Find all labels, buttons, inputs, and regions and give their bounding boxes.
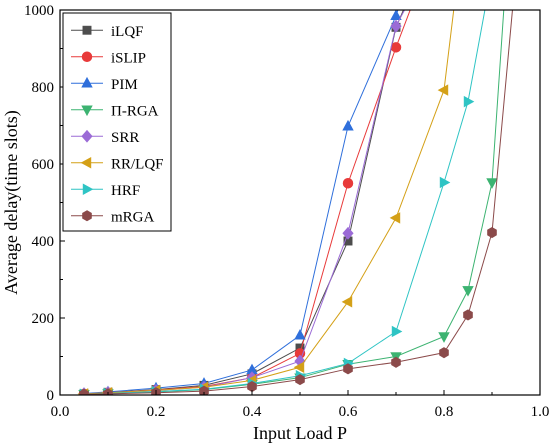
legend-marker	[81, 105, 93, 117]
data-point	[439, 347, 449, 359]
legend-label: RR/LQF	[111, 156, 164, 172]
data-point	[439, 176, 451, 189]
data-point	[486, 178, 498, 189]
legend-marker	[80, 157, 92, 169]
legend-item: iLQF	[71, 24, 144, 40]
data-point	[390, 19, 402, 33]
legend-marker	[81, 76, 93, 88]
y-axis-label: Average delay(time slots)	[1, 110, 22, 295]
data-point	[390, 10, 402, 20]
data-point	[390, 42, 402, 53]
data-point	[391, 325, 403, 338]
data-point	[389, 212, 401, 224]
legend-item: HRF	[71, 183, 140, 199]
x-tick-label: 0.0	[51, 404, 70, 420]
legend-marker	[82, 25, 92, 35]
x-tick-label: 0.2	[147, 404, 166, 420]
data-point	[294, 328, 306, 340]
data-point	[199, 385, 209, 395]
x-tick-label: 0.6	[339, 404, 358, 420]
legend-item: iSLIP	[71, 50, 146, 66]
data-point	[462, 286, 474, 297]
x-axis-label: Input Load P	[253, 423, 347, 443]
x-tick-label: 0.8	[435, 404, 454, 420]
data-point	[341, 296, 353, 308]
legend-item: PIM	[71, 77, 138, 93]
legend-label: Π-RGA	[111, 103, 159, 119]
legend-marker	[81, 51, 93, 62]
y-tick-label: 600	[32, 157, 55, 173]
x-tick-label: 1.0	[531, 404, 550, 420]
ticks-layer: 0.0 0.2 0.4 0.6 0.8 1.0 0 200 400 600 800 1000	[24, 3, 549, 420]
data-point	[437, 84, 449, 96]
data-point	[293, 361, 305, 373]
y-tick-label: 200	[32, 311, 55, 327]
data-point	[343, 363, 353, 375]
legend: iLQF iSLIP PIM Π-RGA SRR RR/LQF HRF mRGA	[62, 12, 172, 232]
legend-label: SRR	[111, 130, 139, 146]
data-point	[342, 226, 354, 240]
data-point	[342, 119, 354, 131]
y-tick-label: 0	[47, 388, 55, 404]
y-tick-label: 1000	[24, 3, 54, 19]
legend-label: mRGA	[111, 209, 155, 225]
data-point	[391, 356, 401, 368]
legend-marker	[81, 129, 93, 143]
legend-label: iSLIP	[111, 50, 146, 66]
data-point	[342, 178, 354, 189]
series-line	[83, 10, 513, 395]
data-point	[463, 309, 473, 321]
legend-label: HRF	[111, 183, 140, 199]
data-point	[79, 388, 89, 395]
legend-item: SRR	[71, 130, 139, 146]
legend-box	[62, 12, 172, 232]
data-point	[487, 226, 497, 239]
legend-marker	[82, 183, 94, 195]
legend-item: RR/LQF	[71, 156, 164, 172]
data-point	[295, 374, 305, 386]
y-tick-label: 400	[32, 234, 55, 250]
legend-item: mRGA	[71, 209, 155, 225]
data-point	[103, 388, 113, 395]
legend-label: iLQF	[111, 24, 144, 40]
legend-item: Π-RGA	[71, 103, 159, 119]
data-point	[463, 95, 475, 108]
legend-marker	[82, 210, 92, 222]
series-line	[83, 10, 455, 395]
y-tick-label: 800	[32, 80, 55, 96]
legend-label: PIM	[111, 77, 138, 93]
x-tick-label: 0.4	[243, 404, 262, 420]
data-point	[438, 332, 450, 343]
